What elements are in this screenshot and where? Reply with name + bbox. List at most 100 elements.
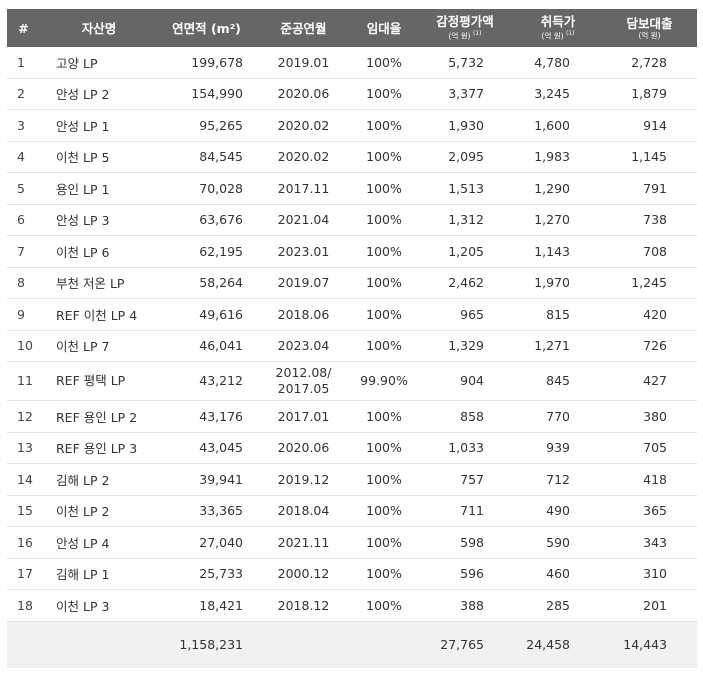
acquisition-price: 939 bbox=[514, 432, 602, 464]
secured-loan: 365 bbox=[602, 495, 697, 527]
row-number: 1 bbox=[7, 47, 40, 79]
occupancy-rate: 100% bbox=[352, 235, 416, 268]
secured-loan: 2,728 bbox=[602, 47, 697, 79]
table-row: 7 이천 LP 6 62,195 2023.01 100% 1,205 1,143 708 bbox=[7, 235, 697, 268]
asset-name: REF 용인 LP 2 bbox=[40, 400, 158, 433]
occupancy-rate: 100% bbox=[352, 204, 416, 236]
completion-date: 2020.06 bbox=[255, 78, 352, 110]
occupancy-rate: 100% bbox=[352, 400, 416, 433]
asset-name: 고양 LP bbox=[40, 47, 158, 79]
table-header: # 자산명 연면적 (m²) 준공연월 임대율 감정평가액 (억 원) (1) … bbox=[7, 9, 697, 47]
completion-date-line1: 2012.08/ bbox=[275, 365, 332, 380]
header-acquisition-label: 취득가 bbox=[540, 14, 576, 30]
secured-loan: 201 bbox=[602, 589, 697, 622]
row-number: 11 bbox=[7, 361, 40, 401]
header-appraisal: 감정평가액 (억 원) (1) bbox=[416, 9, 514, 47]
gross-floor-area: 49,616 bbox=[158, 298, 255, 331]
totals-appraisal: 27,765 bbox=[416, 620, 514, 668]
asset-name: 부천 저온 LP bbox=[40, 267, 158, 299]
occupancy-rate: 99.90% bbox=[352, 361, 416, 401]
gross-floor-area: 39,941 bbox=[158, 463, 255, 496]
header-name: 자산명 bbox=[40, 9, 158, 47]
acquisition-price: 1,970 bbox=[514, 267, 602, 299]
row-number: 9 bbox=[7, 298, 40, 331]
appraisal-value: 596 bbox=[416, 558, 514, 590]
row-number: 17 bbox=[7, 558, 40, 590]
completion-date-line2: 2017.05 bbox=[277, 381, 330, 396]
table-row: 3 안성 LP 1 95,265 2020.02 100% 1,930 1,600 914 bbox=[7, 109, 697, 142]
secured-loan: 343 bbox=[602, 526, 697, 559]
table-row: 14 김해 LP 2 39,941 2019.12 100% 757 712 418 bbox=[7, 463, 697, 496]
row-number: 15 bbox=[7, 495, 40, 527]
appraisal-value: 858 bbox=[416, 400, 514, 433]
completion-date: 2019.07 bbox=[255, 267, 352, 299]
completion-date: 2019.12 bbox=[255, 463, 352, 496]
asset-name: REF 용인 LP 3 bbox=[40, 432, 158, 464]
gross-floor-area: 58,264 bbox=[158, 267, 255, 299]
acquisition-price: 845 bbox=[514, 361, 602, 401]
secured-loan: 420 bbox=[602, 298, 697, 331]
secured-loan: 1,145 bbox=[602, 141, 697, 173]
appraisal-value: 1,329 bbox=[416, 330, 514, 362]
completion-date: 2021.04 bbox=[255, 204, 352, 236]
occupancy-rate: 100% bbox=[352, 495, 416, 527]
header-acquisition-unit: (억 원) bbox=[541, 31, 564, 41]
gross-floor-area: 43,176 bbox=[158, 400, 255, 433]
acquisition-price: 4,780 bbox=[514, 47, 602, 79]
appraisal-value: 1,033 bbox=[416, 432, 514, 464]
appraisal-value: 965 bbox=[416, 298, 514, 331]
asset-name: 안성 LP 2 bbox=[40, 78, 158, 110]
header-area: 연면적 (m²) bbox=[158, 9, 255, 47]
gross-floor-area: 25,733 bbox=[158, 558, 255, 590]
appraisal-value: 1,513 bbox=[416, 172, 514, 205]
header-acquisition-note: (1) bbox=[565, 30, 575, 38]
appraisal-value: 711 bbox=[416, 495, 514, 527]
completion-date: 2017.01 bbox=[255, 400, 352, 433]
acquisition-price: 1,983 bbox=[514, 141, 602, 173]
secured-loan: 708 bbox=[602, 235, 697, 268]
appraisal-value: 757 bbox=[416, 463, 514, 496]
appraisal-value: 598 bbox=[416, 526, 514, 559]
acquisition-price: 590 bbox=[514, 526, 602, 559]
acquisition-price: 490 bbox=[514, 495, 602, 527]
table-row: 18 이천 LP 3 18,421 2018.12 100% 388 285 201 bbox=[7, 589, 697, 622]
appraisal-value: 3,377 bbox=[416, 78, 514, 110]
asset-name: 이천 LP 2 bbox=[40, 495, 158, 527]
header-acquisition: 취득가 (억 원) (1) bbox=[514, 9, 602, 47]
asset-name: 이천 LP 7 bbox=[40, 330, 158, 362]
occupancy-rate: 100% bbox=[352, 330, 416, 362]
completion-date: 2017.11 bbox=[255, 172, 352, 205]
gross-floor-area: 199,678 bbox=[158, 47, 255, 79]
secured-loan: 427 bbox=[602, 361, 697, 401]
acquisition-price: 1,600 bbox=[514, 109, 602, 142]
secured-loan: 791 bbox=[602, 172, 697, 205]
totals-empty-name bbox=[40, 620, 158, 668]
appraisal-value: 2,462 bbox=[416, 267, 514, 299]
occupancy-rate: 100% bbox=[352, 558, 416, 590]
gross-floor-area: 62,195 bbox=[158, 235, 255, 268]
table-row: 8 부천 저온 LP 58,264 2019.07 100% 2,462 1,970 1,24… bbox=[7, 267, 697, 299]
table-row: 17 김해 LP 1 25,733 2000.12 100% 596 460 310 bbox=[7, 558, 697, 590]
header-acquisition-unit-line: (억 원) (1) bbox=[514, 29, 602, 41]
secured-loan: 1,245 bbox=[602, 267, 697, 299]
gross-floor-area: 154,990 bbox=[158, 78, 255, 110]
asset-name: REF 이천 LP 4 bbox=[40, 298, 158, 331]
acquisition-price: 712 bbox=[514, 463, 602, 496]
asset-name: 김해 LP 2 bbox=[40, 463, 158, 496]
secured-loan: 380 bbox=[602, 400, 697, 433]
asset-name: 이천 LP 3 bbox=[40, 589, 158, 622]
completion-date: 2023.04 bbox=[255, 330, 352, 362]
header-no: # bbox=[7, 9, 40, 47]
header-appraisal-unit: (억 원) bbox=[448, 31, 471, 41]
occupancy-rate: 100% bbox=[352, 463, 416, 496]
occupancy-rate: 100% bbox=[352, 432, 416, 464]
table-row: 5 용인 LP 1 70,028 2017.11 100% 1,513 1,290 791 bbox=[7, 172, 697, 205]
appraisal-value: 5,732 bbox=[416, 47, 514, 79]
asset-name: 안성 LP 4 bbox=[40, 526, 158, 559]
gross-floor-area: 43,212 bbox=[158, 361, 255, 401]
acquisition-price: 460 bbox=[514, 558, 602, 590]
table-footer: 1,158,231 27,765 24,458 14,443 bbox=[7, 620, 697, 668]
occupancy-rate: 100% bbox=[352, 267, 416, 299]
acquisition-price: 3,245 bbox=[514, 78, 602, 110]
table-row: 15 이천 LP 2 33,365 2018.04 100% 711 490 365 bbox=[7, 495, 697, 527]
